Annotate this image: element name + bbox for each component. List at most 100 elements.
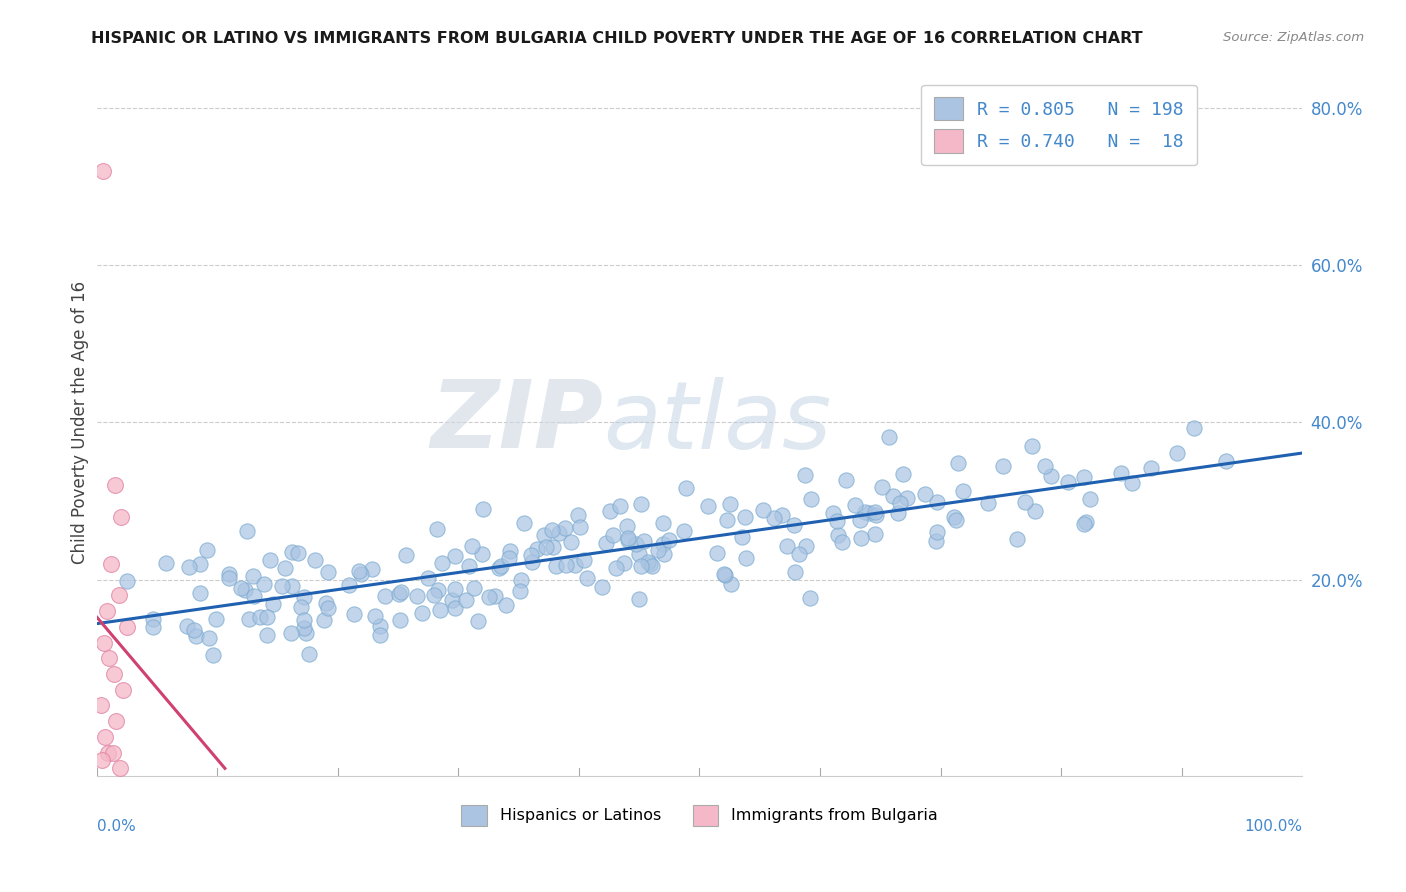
Point <box>467 614 489 628</box>
Point <box>314 613 336 627</box>
Point <box>107 588 129 602</box>
Point <box>541 540 564 554</box>
Point <box>633 533 655 548</box>
Point <box>270 579 292 593</box>
Point <box>638 557 661 571</box>
Point <box>91 163 114 178</box>
Point <box>775 540 797 554</box>
Point <box>851 531 873 545</box>
Point <box>526 541 548 556</box>
Point <box>853 505 876 519</box>
Point <box>519 548 541 562</box>
Point <box>142 612 165 626</box>
Point <box>1073 470 1095 484</box>
Point <box>176 619 198 633</box>
Point <box>236 524 259 538</box>
Point <box>572 553 595 567</box>
Point <box>142 620 165 634</box>
Point <box>243 589 266 603</box>
Point <box>1057 475 1080 489</box>
Point <box>575 571 598 585</box>
Point <box>569 520 592 534</box>
Point <box>253 577 276 591</box>
Point <box>304 552 326 566</box>
Point <box>613 556 636 570</box>
Point <box>533 528 555 542</box>
Point <box>100 557 122 571</box>
Point <box>444 549 467 563</box>
Point <box>256 610 278 624</box>
Point <box>461 539 484 553</box>
Point <box>422 588 444 602</box>
Point <box>443 582 465 597</box>
Point <box>115 574 138 589</box>
Point <box>752 503 775 517</box>
Point <box>1014 495 1036 509</box>
Point <box>190 586 212 600</box>
Point <box>204 612 226 626</box>
Point <box>488 560 510 574</box>
Point <box>560 535 582 549</box>
Point <box>925 524 948 539</box>
Point <box>834 473 856 487</box>
Point <box>735 550 758 565</box>
Text: 0.0%: 0.0% <box>97 819 135 834</box>
Point <box>617 532 640 546</box>
Point <box>509 583 531 598</box>
Point <box>763 510 786 524</box>
Point <box>368 619 391 633</box>
Point <box>548 526 571 541</box>
Point <box>599 504 621 518</box>
Point <box>201 648 224 662</box>
Point <box>925 495 948 509</box>
Point <box>914 486 936 500</box>
Point <box>316 566 339 580</box>
Point <box>218 571 240 585</box>
Point <box>658 533 681 548</box>
Point <box>443 600 465 615</box>
Point <box>865 508 887 522</box>
Point <box>617 533 640 547</box>
Point <box>471 547 494 561</box>
Point <box>520 555 543 569</box>
Point <box>249 609 271 624</box>
Point <box>887 507 910 521</box>
Point <box>242 569 264 583</box>
Point <box>1109 466 1132 480</box>
Point <box>298 647 321 661</box>
Point <box>567 508 589 522</box>
Point <box>1039 468 1062 483</box>
Point <box>429 603 451 617</box>
Point <box>946 456 969 470</box>
Point <box>101 746 124 760</box>
Point <box>426 582 449 597</box>
Point <box>292 590 315 604</box>
Point <box>179 560 201 574</box>
Point <box>1007 533 1029 547</box>
Point <box>509 574 531 588</box>
Point <box>388 587 411 601</box>
Point <box>1074 515 1097 529</box>
Y-axis label: Child Poverty Under the Age of 16: Child Poverty Under the Age of 16 <box>72 281 89 564</box>
Point <box>591 580 613 594</box>
Point <box>716 514 738 528</box>
Point <box>595 536 617 550</box>
Point <box>281 544 304 558</box>
Point <box>280 625 302 640</box>
Point <box>827 527 849 541</box>
Point <box>188 557 211 571</box>
Point <box>652 547 675 561</box>
Point <box>478 591 501 605</box>
Point <box>865 527 887 541</box>
Point <box>673 524 696 538</box>
Point <box>794 468 817 483</box>
Point <box>290 599 312 614</box>
Point <box>104 478 127 492</box>
Point <box>652 516 675 530</box>
Point <box>93 635 115 649</box>
Point <box>343 607 366 621</box>
Point <box>495 598 517 612</box>
Point <box>292 621 315 635</box>
Point <box>316 601 339 615</box>
Point <box>183 624 205 638</box>
